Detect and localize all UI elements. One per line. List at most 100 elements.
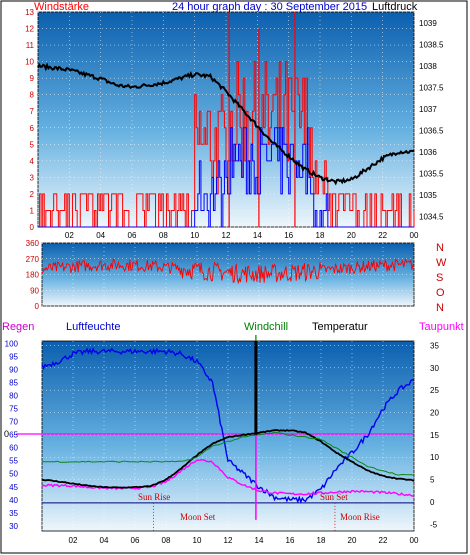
- panel1-right-axis: 1034.5 1035 1035.5 1036 1036.5 1037 1037.5 1038…: [419, 19, 444, 222]
- wind-tick-label: 3: [30, 173, 35, 182]
- panel3-series: [41, 335, 415, 520]
- panel3-reference-lines: [16, 433, 414, 531]
- temperature-tick-label: 5: [430, 476, 435, 485]
- direction-tick-label: 90: [30, 286, 39, 295]
- humidity-tick-label: 100: [5, 340, 19, 349]
- temperature-tick-label: 0: [430, 498, 435, 507]
- compass-label: N: [436, 302, 444, 314]
- wind-tick-label: 5: [30, 140, 35, 149]
- hour-tick-label: 12: [224, 536, 233, 545]
- wind-tick-label: 8: [30, 91, 35, 100]
- humidity-tick-label: 65: [9, 431, 18, 440]
- temperature-tick-label: 10: [430, 453, 439, 462]
- hour-tick-label: 18: [317, 536, 326, 545]
- temperature-tick-label: 35: [430, 341, 439, 350]
- sun-rise-label: Sun Rise: [138, 492, 170, 502]
- sun-set-label: Sun Set: [320, 492, 348, 502]
- pressure-tick-label: 1035.5: [419, 169, 444, 178]
- hour-tick-label: 14: [255, 536, 264, 545]
- pressure-tick-label: 1037: [419, 105, 437, 114]
- panel1-hour-axis: 02 04 06 08 10 12 14 16 18 20 22 00: [65, 231, 419, 240]
- pressure-tick-label: 1039: [419, 19, 437, 28]
- hour-tick-label: 04: [100, 536, 109, 545]
- humidity-tick-label: 95: [9, 353, 18, 362]
- temperature-tick-label: 15: [430, 431, 439, 440]
- hour-tick-label: 14: [253, 231, 262, 240]
- moon-rise-label: Moon Rise: [340, 512, 380, 522]
- hour-tick-label: 18: [316, 231, 325, 240]
- pressure-line: [37, 62, 415, 186]
- panel3-plot-area: [41, 340, 415, 532]
- temperature-line: [41, 429, 415, 489]
- wind-tick-label: 2: [30, 190, 35, 199]
- wind-tick-label: 12: [25, 25, 34, 34]
- humidity-tick-label: 70: [9, 418, 18, 427]
- humidity-line: [41, 347, 415, 504]
- temperature-tick-label: -5: [430, 520, 438, 529]
- wind-tick-label: 11: [26, 41, 35, 50]
- pressure-tick-label: 1038.5: [419, 40, 444, 49]
- hour-tick-label: 04: [96, 231, 105, 240]
- compass-label: N: [436, 242, 444, 254]
- panel2-left-axis: 0 90 180 270 360: [26, 239, 40, 311]
- wind-tick-label: 10: [25, 58, 34, 67]
- moon-set-label: Moon Set: [180, 512, 216, 522]
- humidity-tick-label: 40: [9, 496, 18, 505]
- hour-tick-label: 08: [159, 231, 168, 240]
- humidity-tick-label: 80: [9, 392, 18, 401]
- wind-tick-label: 0: [30, 223, 35, 232]
- dewpoint-label: Taupunkt: [419, 321, 464, 333]
- hour-tick-label: 00: [410, 231, 419, 240]
- graph-title: 24 hour graph day : 30 September 2015: [172, 1, 367, 13]
- wind-tick-label: 9: [30, 74, 35, 83]
- compass-label: S: [436, 272, 443, 284]
- direction-tick-label: 180: [26, 271, 40, 280]
- hour-tick-label: 08: [162, 536, 171, 545]
- humidity-tick-label: 60: [9, 444, 18, 453]
- humidity-tick-label: 90: [9, 366, 18, 375]
- panel3-hour-axis: 02 04 06 08 10 12 14 16 18 20 22 00: [69, 536, 419, 545]
- hour-tick-label: 22: [378, 231, 387, 240]
- temperature-label: Temperatur: [312, 321, 368, 333]
- humidity-axis: 30 35 40 45 50 55 60 65 70 75 80 85 90 95 100: [5, 340, 19, 531]
- pressure-tick-label: 1037.5: [419, 83, 444, 92]
- pressure-tick-label: 1036: [419, 148, 437, 157]
- pressure-tick-label: 1036.5: [419, 126, 444, 135]
- temperature-tick-label: 30: [430, 364, 439, 373]
- wind-tick-label: 6: [30, 124, 35, 133]
- hour-tick-label: 02: [69, 536, 78, 545]
- humidity-tick-label: 85: [9, 379, 18, 388]
- pressure-tick-label: 1038: [419, 62, 437, 71]
- hour-tick-label: 06: [128, 231, 137, 240]
- rain-zero-label: 0: [4, 429, 9, 439]
- hour-tick-label: 16: [284, 231, 293, 240]
- wind-tick-label: 1: [30, 206, 35, 215]
- direction-tick-label: 360: [26, 239, 40, 248]
- wind-tick-label: 13: [25, 8, 34, 17]
- pressure-tick-label: 1034.5: [419, 212, 444, 221]
- temperature-tick-label: 20: [430, 409, 439, 418]
- direction-tick-label: 270: [26, 255, 40, 264]
- humidity-tick-label: 75: [9, 405, 18, 414]
- temperature-axis: -5 0 5 10 15 20 25 30 35: [430, 341, 439, 529]
- hour-tick-label: 10: [190, 231, 199, 240]
- wind-tick-label: 4: [30, 157, 35, 166]
- hour-tick-label: 06: [131, 536, 140, 545]
- windchill-label: Windchill: [244, 321, 288, 333]
- humidity-label: Luftfeuchte: [66, 321, 120, 333]
- compass-label: O: [436, 287, 445, 299]
- hour-tick-label: 00: [410, 536, 419, 545]
- hour-tick-label: 22: [379, 536, 388, 545]
- windchill-line: [41, 431, 415, 476]
- humidity-tick-label: 50: [9, 470, 18, 479]
- pressure-tick-label: 1035: [419, 191, 437, 200]
- panel2-grid: [41, 242, 415, 307]
- wind-gust-line: [38, 127, 414, 228]
- direction-tick-label: 0: [35, 302, 40, 311]
- humidity-tick-label: 45: [9, 483, 18, 492]
- compass-label: W: [436, 257, 447, 269]
- hour-tick-label: 10: [193, 536, 202, 545]
